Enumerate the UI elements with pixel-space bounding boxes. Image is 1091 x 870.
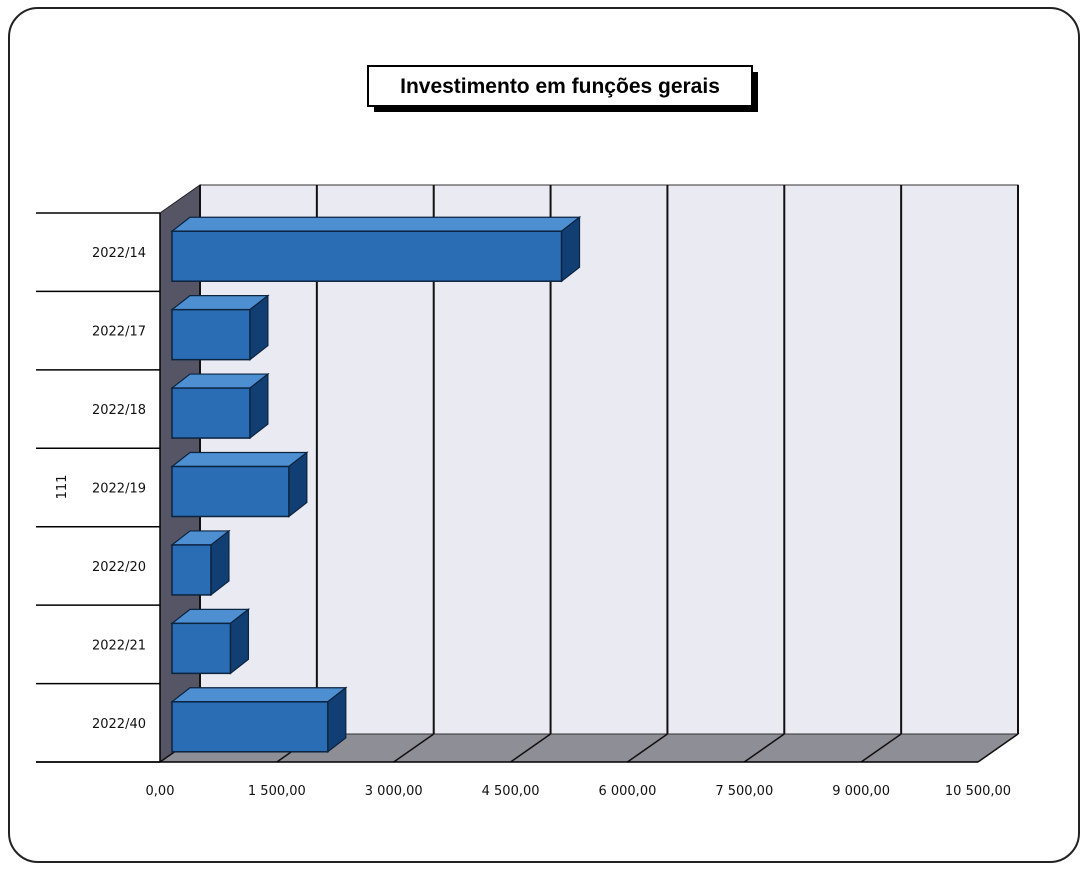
floor-gridline	[743, 733, 785, 763]
axes	[36, 212, 978, 763]
x-tick-label: 10 500,00	[945, 784, 1011, 799]
bar-top	[170, 216, 582, 232]
bar	[170, 529, 231, 597]
bar	[170, 372, 270, 440]
x-tick-label: 6 000,00	[598, 784, 656, 799]
x-tick-label: 1 500,00	[248, 784, 306, 799]
floor-gridline	[626, 733, 668, 763]
bar-front	[171, 465, 290, 518]
floor-gridline	[977, 733, 1019, 763]
chart-title-box: Investimento em funções gerais	[367, 65, 758, 112]
y-tick-label: 2022/20	[92, 560, 146, 575]
y-tick-label: 2022/40	[92, 717, 146, 732]
bar-front	[171, 308, 251, 361]
bar	[170, 608, 251, 675]
bar	[170, 294, 270, 361]
bar-front	[171, 622, 232, 675]
bar-front	[171, 544, 212, 596]
bar-top	[170, 687, 348, 703]
x-tick-label: 9 000,00	[832, 784, 890, 799]
y-tick-label: 2022/19	[92, 482, 146, 497]
bar-front	[171, 387, 251, 439]
bar	[170, 215, 582, 283]
floor-gridline	[393, 733, 435, 763]
bar-front	[171, 230, 563, 282]
title-border	[367, 65, 753, 107]
bar	[170, 686, 348, 754]
bar-top	[170, 451, 309, 468]
bars	[170, 215, 582, 754]
y-tick-label: 2022/18	[92, 403, 146, 418]
x-axis-tick-labels: 0,00 1 500,00 3 000,00 4 500,00 6 000,00 7 50…	[146, 784, 1012, 799]
y-tick-label: 2022/17	[92, 325, 146, 340]
y-tick-label: 2022/14	[92, 246, 146, 261]
y-tick-label: 2022/21	[92, 638, 146, 653]
bar-front	[171, 701, 329, 753]
chart-title: Investimento em funções gerais	[400, 75, 720, 98]
x-tick-label: 0,00	[146, 784, 175, 799]
x-tick-label: 4 500,00	[482, 784, 540, 799]
floor-gridline	[860, 733, 902, 763]
bar	[170, 451, 309, 518]
floor-gridline	[510, 733, 552, 763]
y-axis-tick-labels: 2022/14 2022/17 2022/18 2022/19 2022/20 2022/…	[92, 246, 146, 732]
x-tick-label: 3 000,00	[365, 784, 423, 799]
y-axis-group-label: 111	[55, 475, 70, 500]
x-tick-label: 7 500,00	[715, 784, 773, 799]
